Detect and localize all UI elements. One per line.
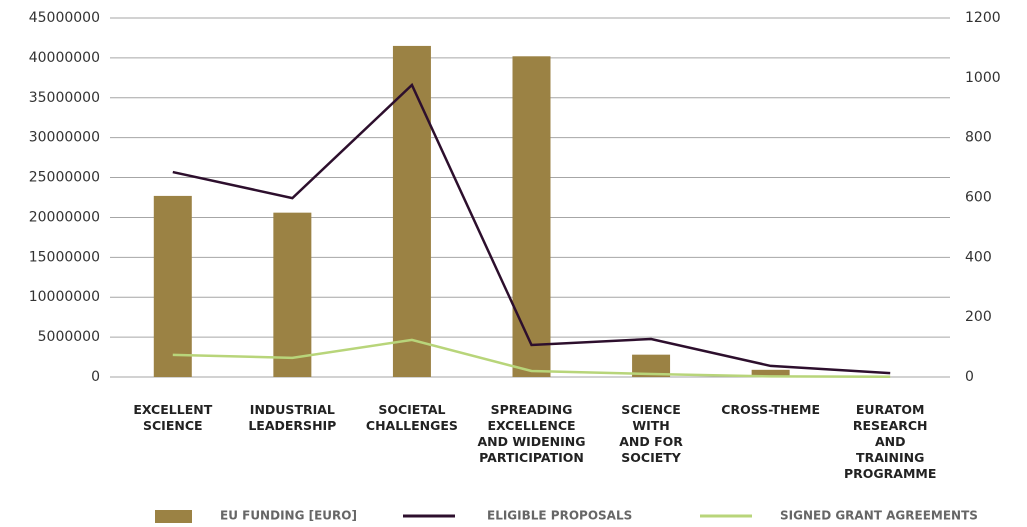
legend-label: SIGNED GRANT AGREEMENTS <box>780 509 978 523</box>
bar <box>153 195 192 377</box>
y2-tick-label: 1200 <box>965 10 1001 26</box>
y2-tick-label: 800 <box>965 130 992 146</box>
x-tick-label: CROSS-THEME <box>721 402 820 417</box>
y-tick-label: 20000000 <box>29 209 100 225</box>
legend-label: ELIGIBLE PROPOSALS <box>487 509 632 523</box>
line <box>172 338 891 378</box>
y-tick-label: 35000000 <box>29 90 100 106</box>
y-tick-label: 10000000 <box>29 289 100 305</box>
y2-tick-label: 600 <box>965 190 992 206</box>
bar <box>751 369 790 377</box>
y2-tick-label: 400 <box>965 249 992 265</box>
y-tick-label: 0 <box>91 369 100 385</box>
legend-swatch <box>155 510 192 523</box>
x-tick-label: SOCIETAL CHALLENGES <box>365 402 458 433</box>
bar <box>632 354 671 377</box>
y2-tick-label: 1000 <box>965 70 1001 86</box>
bar <box>392 45 431 378</box>
x-tick-label: EURATOM RESEARCH AND TRAINING PROGRAMME <box>844 402 937 481</box>
x-tick-label: SPREADING EXCELLENCE AND WIDENING PARTIC… <box>477 402 586 465</box>
bar <box>273 212 312 377</box>
y-tick-label: 45000000 <box>29 10 100 26</box>
x-tick-label: INDUSTRIAL LEADERSHIP <box>248 402 337 433</box>
y-tick-label: 40000000 <box>29 50 100 66</box>
y-tick-label: 15000000 <box>29 249 100 265</box>
y2-tick-label: 200 <box>965 309 992 325</box>
x-tick-label: SCIENCE WITH AND FOR SOCIETY <box>619 402 683 465</box>
y-tick-label: 30000000 <box>29 130 100 146</box>
legend-label: EU FUNDING [EURO] <box>220 509 357 523</box>
y-tick-label: 25000000 <box>29 170 100 186</box>
line <box>172 82 891 375</box>
y-tick-label: 5000000 <box>38 329 100 345</box>
bar <box>512 56 551 377</box>
y2-tick-label: 0 <box>965 369 974 385</box>
x-tick-label: EXCELLENT SCIENCE <box>133 402 213 433</box>
